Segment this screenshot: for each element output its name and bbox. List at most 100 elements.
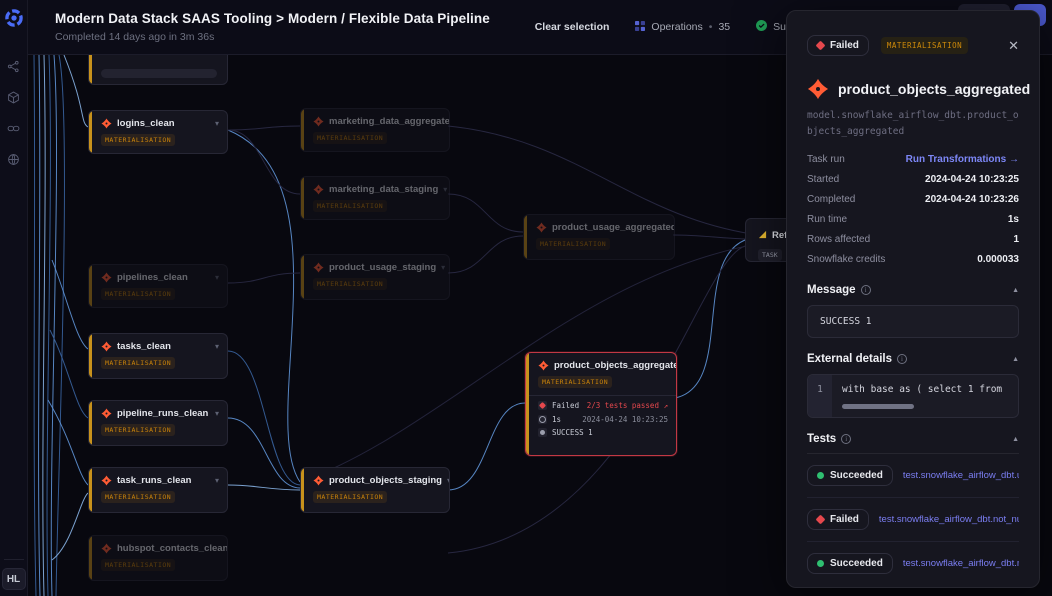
chevron-down-icon[interactable]: ▾ bbox=[214, 476, 219, 485]
pipeline-graph-icon[interactable] bbox=[7, 60, 20, 78]
status-dot-icon bbox=[538, 428, 547, 437]
graph-node-product_usage_staging[interactable]: product_usage_staging ▾ MATERIALISATION bbox=[300, 254, 450, 300]
node-accent-stripe bbox=[526, 353, 529, 455]
tests-section-title: Tests bbox=[807, 433, 837, 446]
package-icon[interactable] bbox=[7, 91, 20, 109]
operations-count: 35 bbox=[718, 21, 731, 33]
graph-node-pipeline_runs_clean[interactable]: pipeline_runs_clean ▾ MATERIALISATION bbox=[88, 400, 228, 446]
dbt-icon bbox=[101, 118, 112, 129]
materialisation-badge: MATERIALISATION bbox=[101, 491, 176, 503]
task-badge: TASK bbox=[758, 249, 782, 261]
run-transformations-link[interactable]: Run Transformations → bbox=[905, 153, 1019, 165]
detail-label: Started bbox=[807, 173, 840, 185]
bi-triangle-icon bbox=[758, 226, 767, 244]
test-status-badge: Succeeded bbox=[807, 465, 893, 487]
user-avatar[interactable]: HL bbox=[1, 568, 26, 590]
collapse-icon[interactable]: ▲ bbox=[1012, 435, 1019, 443]
graph-node-marketing_data_aggregated[interactable]: marketing_data_aggregated▾MATERIALISATIO… bbox=[300, 108, 450, 152]
dbt-icon bbox=[313, 184, 324, 195]
message-section-title: Message bbox=[807, 284, 856, 297]
clear-selection-button[interactable]: Clear selection bbox=[534, 21, 610, 33]
collapse-icon[interactable]: ▲ bbox=[1012, 355, 1019, 363]
detail-value: 2024-04-24 10:23:26 bbox=[925, 193, 1019, 205]
graph-node-product_objects_aggregated[interactable]: product_objects_aggregated ▴ MATERIALISA… bbox=[525, 352, 677, 456]
breadcrumb-title: Modern Data Stack SAAS Tooling > Modern … bbox=[55, 11, 490, 26]
node-title: tasks_clean bbox=[117, 341, 171, 352]
operations-counter: Operations • 35 bbox=[635, 20, 731, 34]
node-title: pipelines_clean bbox=[117, 272, 188, 283]
connections-icon[interactable] bbox=[7, 122, 20, 140]
chevron-down-icon[interactable]: ▾ bbox=[214, 119, 219, 128]
tests-divider bbox=[807, 453, 1019, 455]
close-icon[interactable]: ✕ bbox=[1008, 38, 1019, 53]
model-identifier: model.snowflake_airflow_dbt.product_obje… bbox=[807, 110, 1019, 137]
node-title: hubspot_contacts_clean bbox=[117, 543, 228, 554]
test-status-label: Succeeded bbox=[830, 558, 883, 570]
node-accent-stripe bbox=[301, 255, 304, 299]
failed-diamond-icon bbox=[538, 401, 547, 410]
horizontal-scrollbar[interactable] bbox=[842, 404, 914, 410]
dbt-icon bbox=[538, 360, 549, 371]
chevron-down-icon[interactable]: ▾ bbox=[214, 273, 219, 282]
test-status-badge: Failed bbox=[807, 509, 869, 531]
test-name-link[interactable]: test.snowflake_airflow_dbt.not_null_pr bbox=[878, 514, 1019, 526]
graph-node-logins_clean[interactable]: logins_clean ▾ MATERIALISATION bbox=[88, 110, 228, 154]
test-name-link[interactable]: test.snowflake_airflow_dbt.not_null_pr bbox=[902, 558, 1019, 570]
info-icon: i bbox=[897, 354, 908, 365]
test-name-link[interactable]: test.snowflake_airflow_dbt.unique_pro bbox=[902, 470, 1019, 482]
graph-node-marketing_data_staging[interactable]: marketing_data_staging ▾ MATERIALISATION bbox=[300, 176, 450, 220]
dbt-icon bbox=[313, 116, 324, 127]
node-title: Refre bbox=[772, 229, 797, 241]
chevron-down-icon[interactable]: ▾ bbox=[441, 263, 446, 272]
sql-code-block[interactable]: 1 with base as ( select 1 from SNOWFLAKE bbox=[807, 374, 1019, 419]
succeeded-dot-icon bbox=[817, 472, 824, 480]
clock-icon bbox=[538, 414, 547, 424]
test-status-badge: Succeeded bbox=[807, 553, 893, 575]
run-details-list: Task run Run Transformations → Started 2024… bbox=[807, 149, 1019, 269]
materialisation-badge: MATERIALISATION bbox=[101, 559, 176, 571]
detail-value: 1 bbox=[1013, 233, 1019, 245]
test-row: Failed test.snowflake_airflow_dbt.not_nul… bbox=[807, 498, 1019, 543]
chevron-down-icon[interactable]: ▾ bbox=[443, 185, 448, 194]
graph-node-pipelines_clean[interactable]: pipelines_clean ▾ MATERIALISATION bbox=[88, 264, 228, 308]
graph-node-task_runs_clean[interactable]: task_runs_clean ▾ MATERIALISATION bbox=[88, 467, 228, 513]
materialisation-badge: MATERIALISATION bbox=[313, 132, 388, 144]
node-title: product_objects_aggregated bbox=[554, 360, 677, 371]
details-panel: Failed MATERIALISATION ✕ product_objects… bbox=[786, 10, 1040, 588]
info-icon: i bbox=[841, 434, 852, 445]
detail-label: Completed bbox=[807, 193, 856, 205]
node-accent-stripe bbox=[89, 334, 92, 378]
node-status-label: Failed bbox=[552, 401, 580, 410]
chevron-down-icon[interactable]: ▾ bbox=[214, 342, 219, 351]
chevron-down-icon[interactable]: ▾ bbox=[214, 409, 219, 418]
graph-node-product_objects_staging[interactable]: product_objects_staging ▾ MATERIALISATION bbox=[300, 467, 450, 513]
orchestra-logo[interactable] bbox=[4, 8, 24, 28]
node-accent-stripe bbox=[524, 215, 527, 259]
graph-node-tasks_clean[interactable]: tasks_clean ▾ MATERIALISATION bbox=[88, 333, 228, 379]
node-title: product_objects_staging bbox=[329, 475, 442, 486]
detail-value: 0.000033 bbox=[977, 253, 1019, 265]
detail-label: Rows affected bbox=[807, 233, 871, 245]
globe-icon[interactable] bbox=[7, 153, 20, 171]
dbt-icon bbox=[101, 408, 112, 419]
tests-list: Succeeded test.snowflake_airflow_dbt.uniq… bbox=[807, 454, 1019, 585]
node-tests-summary-link[interactable]: 2/3 tests passed ↗ bbox=[586, 401, 668, 410]
node-accent-stripe bbox=[89, 468, 92, 512]
graph-node-hubspot_contacts_clean[interactable]: hubspot_contacts_clean▾MATERIALISATION bbox=[88, 535, 228, 581]
materialisation-badge: MATERIALISATION bbox=[101, 357, 176, 369]
dbt-icon bbox=[313, 262, 324, 273]
materialisation-badge: MATERIALISATION bbox=[538, 376, 613, 388]
materialisation-badge: MATERIALISATION bbox=[313, 491, 388, 503]
graph-node-product_usage_aggregated[interactable]: product_usage_aggregated▾MATERIALISATION bbox=[523, 214, 675, 260]
external-details-section-title: External details bbox=[807, 353, 893, 366]
collapse-icon[interactable]: ▲ bbox=[1012, 286, 1019, 294]
dbt-icon bbox=[536, 222, 547, 233]
node-accent-stripe bbox=[301, 109, 304, 151]
succeeded-counter: Su bbox=[756, 20, 786, 34]
sidebar-divider bbox=[3, 559, 24, 560]
dbt-icon bbox=[101, 272, 112, 283]
node-accent-stripe bbox=[301, 468, 304, 512]
chevron-down-icon[interactable]: ▾ bbox=[447, 476, 449, 485]
node-message: SUCCESS 1 bbox=[552, 428, 593, 437]
